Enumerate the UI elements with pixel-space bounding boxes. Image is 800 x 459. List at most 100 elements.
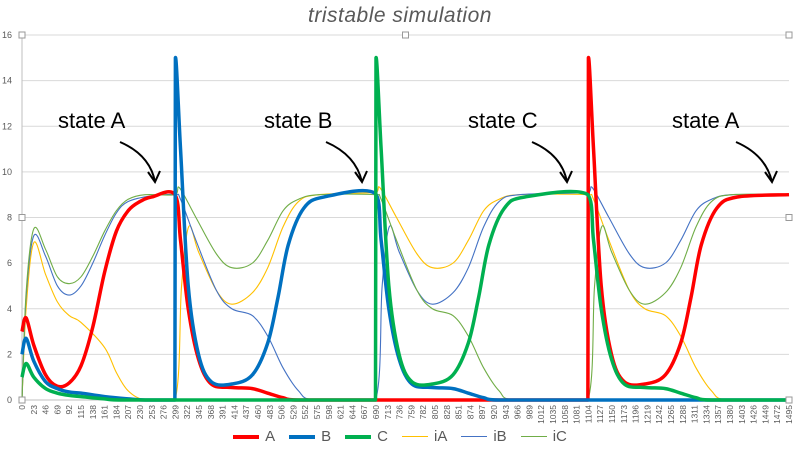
legend-item-ic[interactable]: iC bbox=[520, 428, 567, 445]
legend-item-ib[interactable]: iB bbox=[461, 428, 507, 445]
legend-item-c[interactable]: C bbox=[345, 428, 388, 445]
series-line-a bbox=[20, 56, 790, 402]
series-line-ic bbox=[21, 186, 790, 401]
x-tick-label: 759 bbox=[406, 405, 416, 419]
x-tick-label: 322 bbox=[182, 405, 192, 419]
x-tick-label: 1357 bbox=[713, 405, 723, 424]
x-tick-label: 23 bbox=[29, 405, 39, 415]
x-axis: 0 23 46 69 92 115 138 161 184 207 230 253 276 299 322 3… bbox=[17, 399, 794, 424]
x-tick-label: 920 bbox=[489, 405, 499, 419]
x-tick-label: 207 bbox=[123, 405, 133, 419]
legend-label-b: B bbox=[321, 428, 332, 445]
x-tick-label: 782 bbox=[418, 405, 428, 419]
x-tick-label: 713 bbox=[383, 405, 393, 419]
x-tick-label: 1426 bbox=[749, 405, 759, 424]
annotation-state-a-1: state A bbox=[58, 108, 126, 133]
arrow-state-c bbox=[531, 141, 573, 185]
x-tick-label: 46 bbox=[41, 405, 51, 415]
y-tick-label: 4 bbox=[7, 304, 12, 314]
legend-label-ib: iB bbox=[493, 428, 507, 445]
series-line-ib bbox=[21, 186, 790, 401]
x-tick-label: 115 bbox=[76, 405, 86, 419]
resize-handle[interactable] bbox=[785, 214, 793, 221]
x-tick-label: 506 bbox=[277, 405, 287, 419]
legend-label-a: A bbox=[265, 428, 276, 445]
x-tick-label: 690 bbox=[371, 405, 381, 419]
x-tick-label: 598 bbox=[324, 405, 334, 419]
x-tick-label: 943 bbox=[501, 405, 511, 419]
x-tick-label: 667 bbox=[359, 405, 369, 419]
x-tick-label: 736 bbox=[395, 405, 405, 419]
x-tick-label: 276 bbox=[159, 405, 169, 419]
resize-handle[interactable] bbox=[785, 396, 793, 404]
annotation-arrows bbox=[119, 141, 778, 185]
x-tick-label: 529 bbox=[288, 405, 298, 419]
x-tick-label: 69 bbox=[52, 405, 62, 415]
annotation-state-c: state C bbox=[468, 108, 538, 133]
x-tick-label: 1173 bbox=[619, 405, 629, 424]
x-tick-label: 391 bbox=[218, 405, 228, 419]
x-tick-label: 1403 bbox=[737, 405, 747, 424]
y-tick-label: 6 bbox=[7, 258, 12, 268]
x-tick-label: 874 bbox=[465, 405, 475, 419]
x-tick-label: 1058 bbox=[560, 405, 570, 424]
gridlines bbox=[22, 34, 789, 401]
resize-handle[interactable] bbox=[402, 31, 409, 39]
x-tick-label: 414 bbox=[229, 405, 239, 419]
annotation-state-b: state B bbox=[264, 108, 333, 133]
x-tick-label: 253 bbox=[147, 405, 157, 419]
x-tick-label: 1104 bbox=[583, 405, 593, 424]
legend-label-ia: iA bbox=[434, 428, 448, 445]
resize-handle[interactable] bbox=[18, 396, 26, 404]
y-tick-label: 0 bbox=[7, 395, 12, 405]
arrow-state-a-1 bbox=[119, 141, 161, 185]
x-tick-label: 184 bbox=[111, 405, 121, 419]
legend-label-ic: iC bbox=[552, 428, 567, 445]
arrow-state-b bbox=[325, 141, 368, 185]
resize-handle[interactable] bbox=[18, 31, 26, 39]
resize-handle[interactable] bbox=[785, 31, 793, 39]
x-tick-label: 1035 bbox=[548, 405, 558, 424]
y-tick-label: 14 bbox=[2, 76, 12, 86]
x-tick-label: 1127 bbox=[595, 405, 605, 424]
legend-item-ia[interactable]: iA bbox=[402, 428, 447, 445]
y-tick-label: 12 bbox=[2, 121, 12, 131]
selection-handles[interactable] bbox=[18, 31, 793, 404]
x-tick-label: 1150 bbox=[607, 405, 617, 424]
y-tick-label: 10 bbox=[2, 167, 12, 177]
resize-handle[interactable] bbox=[18, 214, 26, 221]
x-tick-label: 851 bbox=[454, 405, 464, 419]
x-tick-label: 1334 bbox=[701, 405, 711, 424]
x-tick-label: 805 bbox=[430, 405, 440, 419]
arrow-state-a-2 bbox=[735, 141, 778, 185]
x-tick-label: 989 bbox=[524, 405, 534, 419]
legend-swatch-ia bbox=[402, 436, 428, 437]
x-tick-label: 483 bbox=[265, 405, 275, 419]
legend-item-b[interactable]: B bbox=[289, 428, 331, 445]
x-tick-label: 1288 bbox=[678, 405, 688, 424]
x-tick-label: 575 bbox=[312, 405, 322, 419]
legend-swatch-b bbox=[289, 434, 316, 439]
x-tick-label: 1219 bbox=[642, 405, 652, 424]
x-tick-label: 460 bbox=[253, 405, 263, 419]
annotation-state-a-2: state A bbox=[672, 108, 740, 133]
y-axis: 0 2 4 6 8 10 12 14 16 bbox=[2, 30, 23, 405]
x-tick-label: 345 bbox=[194, 405, 204, 419]
x-tick-label: 92 bbox=[64, 405, 74, 415]
legend-item-a[interactable]: A bbox=[233, 428, 275, 445]
legend-swatch-a bbox=[233, 434, 260, 439]
x-tick-label: 1472 bbox=[772, 405, 782, 424]
y-tick-label: 2 bbox=[7, 349, 12, 359]
x-tick-label: 1311 bbox=[690, 405, 700, 424]
x-tick-label: 161 bbox=[100, 405, 110, 419]
x-tick-label: 621 bbox=[336, 405, 346, 419]
x-tick-label: 1449 bbox=[760, 405, 770, 424]
x-tick-label: 437 bbox=[241, 405, 251, 419]
x-tick-label: 0 bbox=[17, 405, 27, 410]
series-line-c bbox=[20, 56, 789, 402]
y-tick-label: 16 bbox=[2, 30, 12, 40]
x-tick-label: 230 bbox=[135, 405, 145, 419]
x-tick-label: 1380 bbox=[725, 405, 735, 424]
x-tick-label: 138 bbox=[88, 405, 98, 419]
